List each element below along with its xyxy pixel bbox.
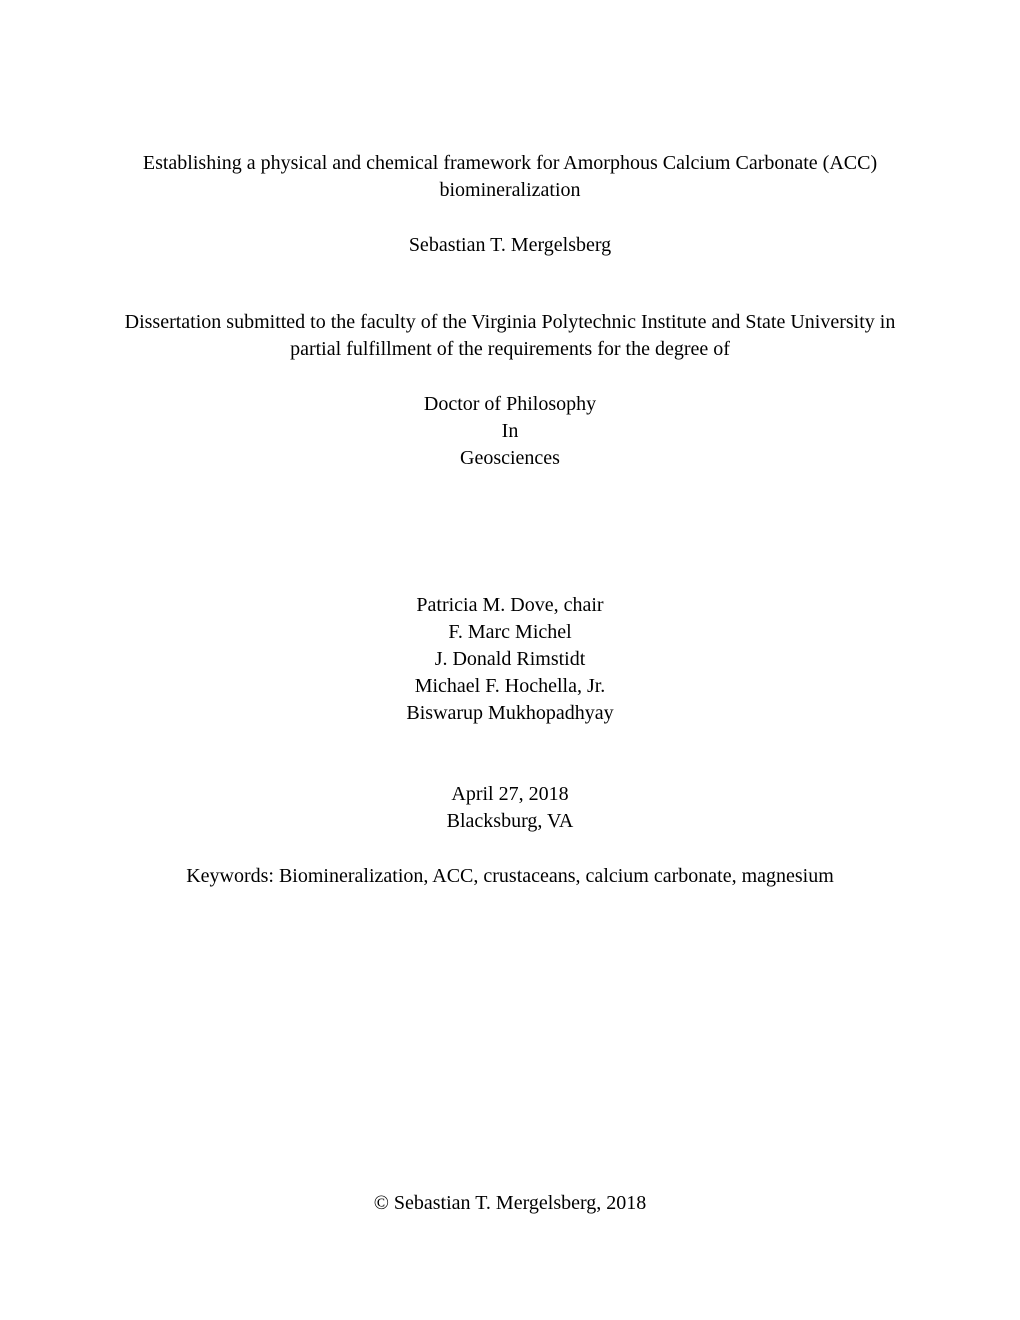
committee-block: Patricia M. Dove, chair F. Marc Michel J…: [100, 592, 920, 727]
degree-block: Doctor of Philosophy In Geosciences: [100, 391, 920, 472]
title-block: Establishing a physical and chemical fra…: [100, 150, 920, 204]
submission-statement: Dissertation submitted to the faculty of…: [100, 309, 920, 363]
title-line-2: biomineralization: [100, 177, 920, 204]
dissertation-title-page: Establishing a physical and chemical fra…: [100, 150, 920, 1217]
author-name: Sebastian T. Mergelsberg: [100, 232, 920, 259]
date-location-block: April 27, 2018 Blacksburg, VA: [100, 781, 920, 835]
degree-name: Doctor of Philosophy: [100, 391, 920, 418]
author-block: Sebastian T. Mergelsberg: [100, 232, 920, 259]
committee-member: Patricia M. Dove, chair: [100, 592, 920, 619]
committee-member: J. Donald Rimstidt: [100, 646, 920, 673]
degree-field: Geosciences: [100, 445, 920, 472]
title-line-1: Establishing a physical and chemical fra…: [100, 150, 920, 177]
submission-line-1: Dissertation submitted to the faculty of…: [100, 309, 920, 336]
copyright-block: © Sebastian T. Mergelsberg, 2018: [100, 1190, 920, 1217]
location: Blacksburg, VA: [100, 808, 920, 835]
committee-member: F. Marc Michel: [100, 619, 920, 646]
submission-line-2: partial fulfillment of the requirements …: [100, 336, 920, 363]
committee-member: Biswarup Mukhopadhyay: [100, 700, 920, 727]
keywords-text: Keywords: Biomineralization, ACC, crusta…: [100, 863, 920, 890]
degree-in: In: [100, 418, 920, 445]
defense-date: April 27, 2018: [100, 781, 920, 808]
keywords-block: Keywords: Biomineralization, ACC, crusta…: [100, 863, 920, 890]
committee-member: Michael F. Hochella, Jr.: [100, 673, 920, 700]
copyright-text: © Sebastian T. Mergelsberg, 2018: [100, 1190, 920, 1217]
